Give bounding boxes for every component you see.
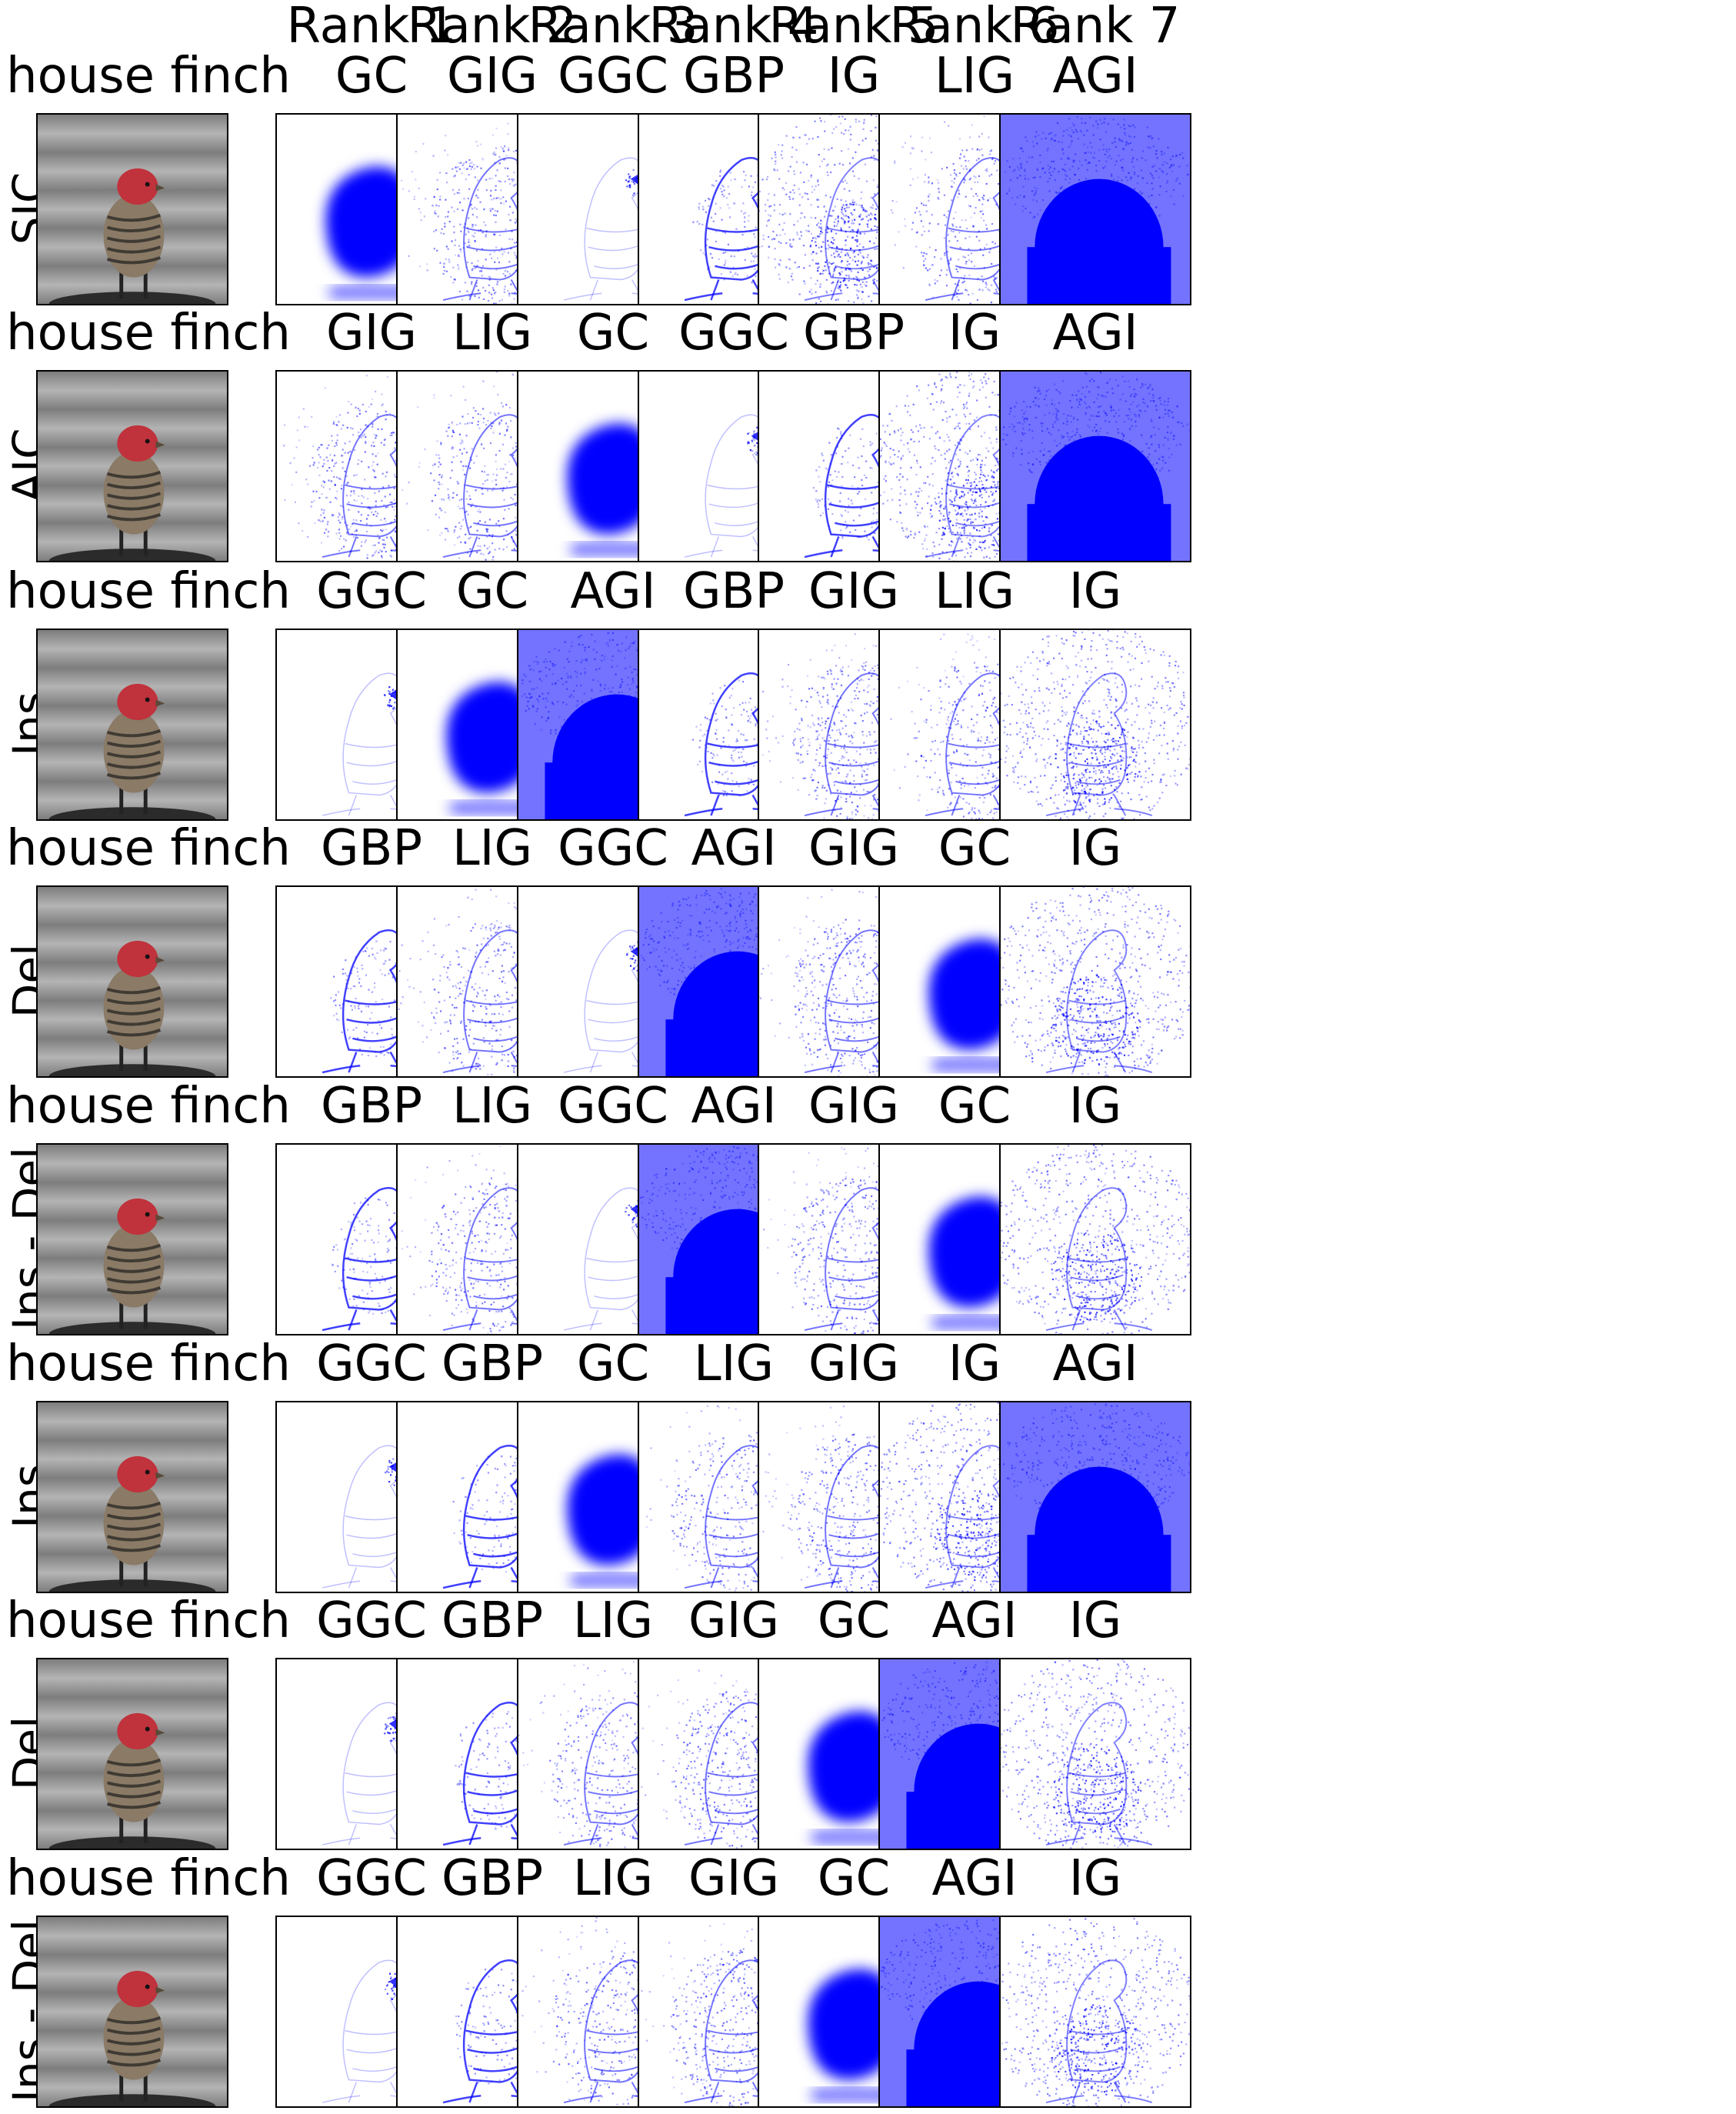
method-title: GIG bbox=[638, 1848, 830, 1909]
method-title: GIG bbox=[758, 818, 950, 879]
method-title: GBP bbox=[275, 818, 468, 879]
method-title: GBP bbox=[396, 1333, 588, 1395]
rank-header-3: Rank 3 bbox=[517, 0, 709, 57]
method-title: GGC bbox=[275, 1848, 468, 1909]
method-title: GC bbox=[517, 1333, 709, 1395]
method-title: GBP bbox=[275, 1075, 468, 1137]
saliency-map-agi bbox=[999, 1401, 1191, 1593]
method-title: IG bbox=[999, 1848, 1191, 1909]
row-class-label: house finch bbox=[6, 1333, 291, 1395]
rank-header-6: Rank 6 bbox=[878, 0, 1071, 57]
method-title: AGI bbox=[999, 302, 1191, 364]
row-class-label: house finch bbox=[6, 818, 291, 879]
original-image-house-finch bbox=[36, 1658, 228, 1850]
method-title: GGC bbox=[517, 818, 709, 879]
original-image-house-finch bbox=[36, 1916, 228, 2108]
method-title: GIG bbox=[758, 561, 950, 622]
method-title: GIG bbox=[758, 1333, 950, 1395]
method-title: IG bbox=[999, 1590, 1191, 1652]
row-class-label: house finch bbox=[6, 561, 291, 622]
method-title: GBP bbox=[638, 561, 830, 622]
method-title: GGC bbox=[275, 561, 468, 622]
original-image-house-finch bbox=[36, 629, 228, 821]
method-title: GC bbox=[396, 561, 588, 622]
rank-header-5: Rank 5 bbox=[758, 0, 950, 57]
row-class-label: house finch bbox=[6, 302, 291, 364]
method-title: LIG bbox=[396, 1075, 588, 1137]
method-title: AGI bbox=[517, 561, 709, 622]
method-title: GIG bbox=[396, 45, 588, 107]
original-image-house-finch bbox=[36, 1401, 228, 1593]
rank-header-4: Rank 4 bbox=[638, 0, 830, 57]
method-title: GIG bbox=[758, 1075, 950, 1137]
saliency-map-ig bbox=[999, 1143, 1191, 1335]
method-title: GGC bbox=[517, 45, 709, 107]
method-title: IG bbox=[758, 45, 950, 107]
method-title: GC bbox=[878, 818, 1071, 879]
row-class-label: house finch bbox=[6, 45, 291, 107]
saliency-map-ig bbox=[999, 885, 1191, 1078]
method-title: LIG bbox=[638, 1333, 830, 1395]
saliency-map-ig bbox=[999, 629, 1191, 821]
saliency-map-ig bbox=[999, 1658, 1191, 1850]
method-title: GGC bbox=[517, 1075, 709, 1137]
method-title: IG bbox=[999, 818, 1191, 879]
method-title: GGC bbox=[275, 1590, 468, 1652]
original-image-house-finch bbox=[36, 885, 228, 1078]
method-title: AGI bbox=[638, 818, 830, 879]
method-title: AGI bbox=[878, 1848, 1071, 1909]
method-title: GBP bbox=[396, 1590, 588, 1652]
method-title: IG bbox=[878, 302, 1071, 364]
original-image-house-finch bbox=[36, 1143, 228, 1335]
method-title: LIG bbox=[517, 1590, 709, 1652]
rank-header-7: Rank 7 bbox=[999, 0, 1191, 57]
method-title: GBP bbox=[396, 1848, 588, 1909]
method-title: GC bbox=[275, 45, 468, 107]
method-title: LIG bbox=[517, 1848, 709, 1909]
method-title: IG bbox=[878, 1333, 1071, 1395]
saliency-map-ig bbox=[999, 1916, 1191, 2108]
rank-header-1: Rank 1 bbox=[275, 0, 468, 57]
method-title: GC bbox=[758, 1848, 950, 1909]
method-title: GC bbox=[517, 302, 709, 364]
method-title: GIG bbox=[638, 1590, 830, 1652]
saliency-map-agi bbox=[999, 370, 1191, 562]
method-title: IG bbox=[999, 561, 1191, 622]
method-title: GIG bbox=[275, 302, 468, 364]
original-image-house-finch bbox=[36, 113, 228, 305]
rank-header-2: Rank 2 bbox=[396, 0, 588, 57]
method-title: IG bbox=[999, 1075, 1191, 1137]
method-title: GBP bbox=[638, 45, 830, 107]
method-title: AGI bbox=[638, 1075, 830, 1137]
method-title: LIG bbox=[396, 302, 588, 364]
method-title: LIG bbox=[878, 45, 1071, 107]
method-title: GC bbox=[878, 1075, 1071, 1137]
method-title: GGC bbox=[275, 1333, 468, 1395]
original-image-house-finch bbox=[36, 370, 228, 562]
saliency-map-agi bbox=[999, 113, 1191, 305]
method-title: GC bbox=[758, 1590, 950, 1652]
row-class-label: house finch bbox=[6, 1848, 291, 1909]
row-class-label: house finch bbox=[6, 1075, 291, 1137]
method-title: LIG bbox=[878, 561, 1071, 622]
method-title: LIG bbox=[396, 818, 588, 879]
row-class-label: house finch bbox=[6, 1590, 291, 1652]
method-title: AGI bbox=[878, 1590, 1071, 1652]
method-title: GBP bbox=[758, 302, 950, 364]
method-title: AGI bbox=[999, 1333, 1191, 1395]
method-title: GGC bbox=[638, 302, 830, 364]
method-title: AGI bbox=[999, 45, 1191, 107]
